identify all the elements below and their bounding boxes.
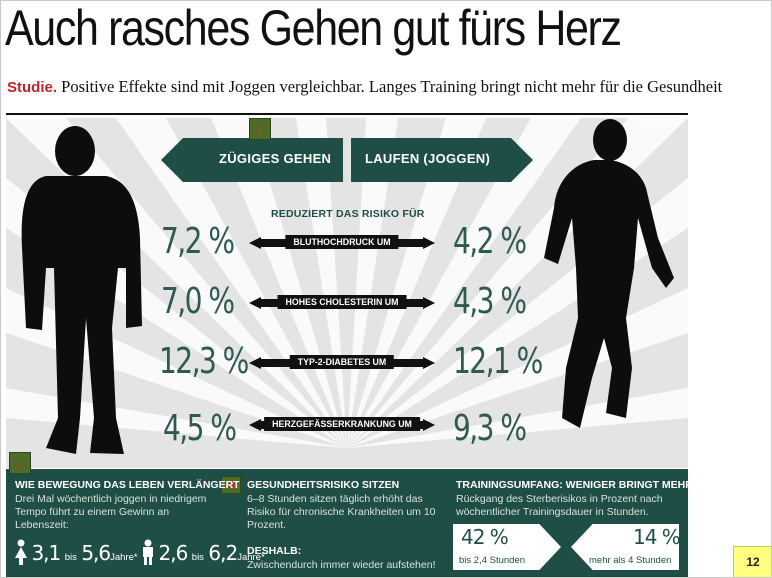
training-title: TRAININGSUMFANG: WENIGER BRINGT MEHR (456, 479, 693, 491)
page-number-badge: 12 (733, 546, 771, 577)
sitting-title: GESUNDHEITSRISIKO SITZEN (247, 479, 400, 491)
training-box-short-pct: 42 % (461, 525, 509, 549)
lifespan-title: WIE BEWEGUNG DAS LEBEN VERLÄNGERT (15, 479, 240, 491)
risk-row-arrow-4: HERZGEFÄSSERKRANKUNG UM (249, 417, 435, 431)
arrow-right-shape (351, 138, 533, 182)
running-percent-4: 9,3 % (453, 408, 527, 449)
female-years-from: 3,1 (31, 541, 61, 565)
running-percent-3: 12,1 % (453, 341, 543, 382)
training-box-long-pct: 14 % (633, 525, 681, 549)
page-headline: Auch rasches Gehen gut fürs Herz (5, 0, 622, 56)
sitting-text: 6–8 Stunden sitzen täglich erhöht das Ri… (247, 493, 436, 531)
training-box-short-label: bis 2,4 Stunden (459, 555, 526, 566)
sitting-text-2: Zwischendurch immer wieder aufstehen! (247, 559, 436, 571)
arrow-running-label: LAUFEN (JOGGEN) (365, 151, 491, 166)
sunburst-background (6, 118, 688, 454)
arrow-walking: ZÜGIGES GEHEN (161, 138, 343, 182)
male-unit: Jahre* (237, 552, 265, 563)
female-unit: Jahre* (110, 552, 138, 563)
risk-title: REDUZIERT DAS RISIKO FÜR (271, 208, 425, 220)
running-percent-2: 4,3 % (453, 281, 527, 322)
headline-rule (6, 113, 688, 115)
walking-percent-3: 12,3 % (159, 341, 249, 382)
female-years-to: 5,6 (81, 541, 111, 565)
male-years-from: 2,6 (158, 541, 189, 565)
training-box-short (453, 524, 561, 570)
female-bis: bis (64, 552, 77, 563)
training-box-long-label: mehr als 4 Stunden (589, 555, 672, 566)
subheadline: Studie. Positive Effekte sind mit Joggen… (7, 77, 722, 97)
infographic-art: ZÜGIGES GEHEN LAUFEN (JOGGEN) (6, 118, 688, 468)
bottom-info-panel (6, 469, 688, 577)
walking-percent-4: 4,5 % (163, 408, 237, 449)
training-text: Rückgang des Sterberisikos in Prozent na… (456, 493, 663, 518)
risk-row-label-4: HERZGEFÄSSERKRANKUNG UM (264, 417, 420, 431)
arrow-running: LAUFEN (JOGGEN) (351, 138, 533, 182)
risk-row-label-3: TYP-2-DIABETES UM (289, 355, 395, 369)
arrow-left-shape (161, 138, 343, 182)
runner-silhouette (544, 119, 674, 428)
walking-percent-1: 7,2 % (161, 221, 235, 262)
risk-row-arrow-2: HOHES CHOLESTERIN UM (249, 295, 435, 309)
arrow-right-marker[interactable]: ➡ (221, 476, 241, 494)
sitting-title-2: DESHALB: (247, 545, 302, 557)
male-years-to: 6,2 (208, 541, 238, 565)
walker-silhouette (21, 126, 142, 454)
risk-row-arrow-1: BLUTHOCHDRUCK UM (249, 235, 435, 249)
walking-percent-2: 7,0 % (161, 281, 235, 322)
lifespan-gain-values: 3,1 bis 5,6Jahre* 2,6 bis 6,2Jahre* (15, 539, 265, 565)
subheadline-text: Positive Effekte sind mit Joggen verglei… (57, 77, 723, 96)
arrow-down-marker-top[interactable]: ↓ (249, 118, 271, 140)
male-bis: bis (191, 552, 204, 563)
risk-row-label-1: BLUTHOCHDRUCK UM (285, 235, 399, 249)
risk-row-label-2: HOHES CHOLESTERIN UM (277, 295, 407, 309)
subheadline-lead: Studie. (7, 79, 58, 96)
training-box-long (571, 524, 679, 570)
lifespan-text: Drei Mal wöchentlich joggen in niedrigem… (15, 493, 207, 531)
arrow-walking-label: ZÜGIGES GEHEN (219, 151, 332, 166)
female-icon (15, 539, 27, 565)
arrow-down-marker-bottom[interactable]: ↓ (9, 452, 31, 474)
risk-row-arrow-3: TYP-2-DIABETES UM (249, 355, 435, 369)
male-icon (143, 539, 154, 565)
running-percent-1: 4,2 % (453, 221, 527, 262)
